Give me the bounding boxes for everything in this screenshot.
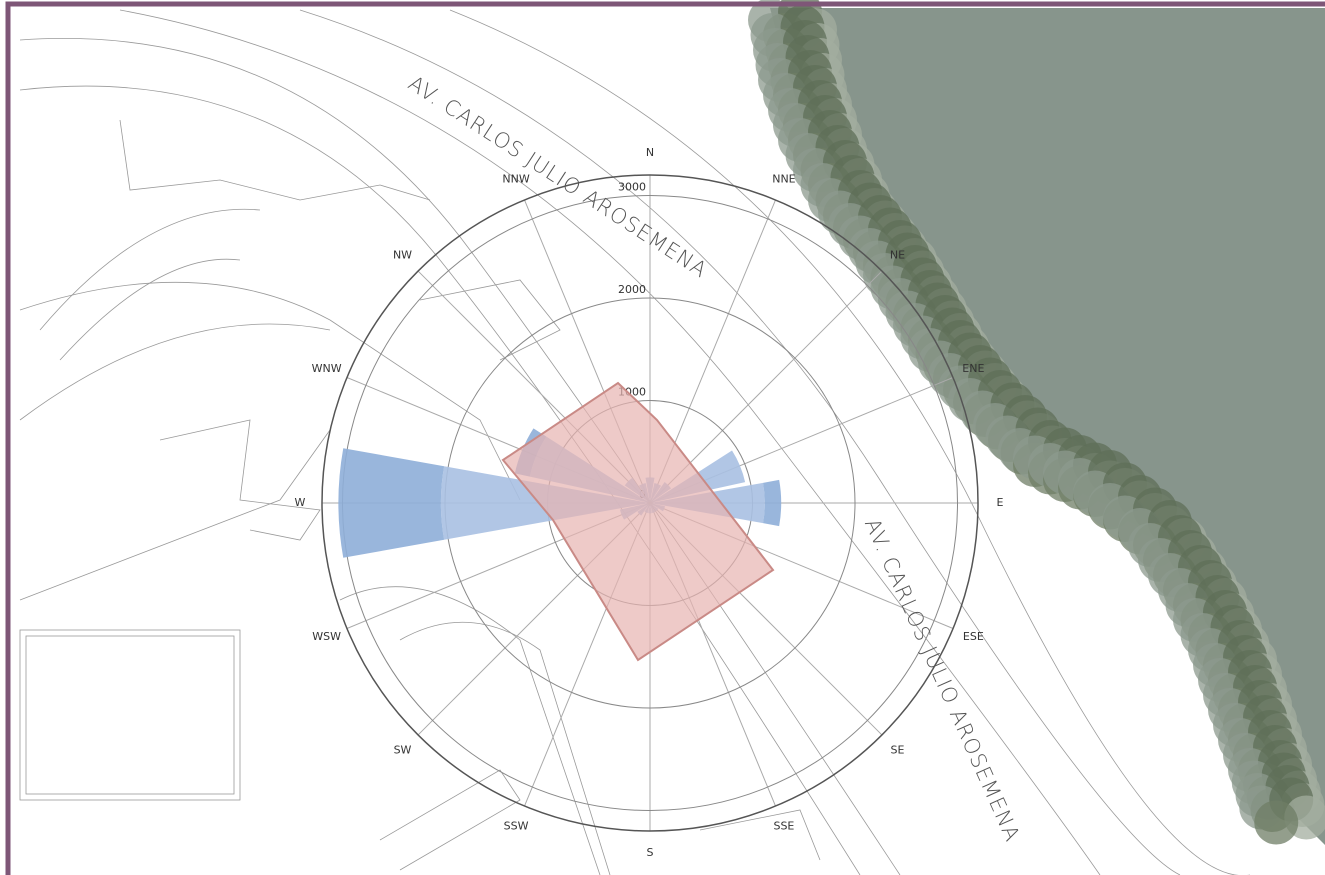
direction-label: ENE <box>962 362 984 375</box>
rose-petal <box>338 448 445 558</box>
site-plan <box>19 9 1250 875</box>
direction-label: NNW <box>502 173 529 186</box>
direction-label: NE <box>890 249 905 262</box>
direction-label: E <box>997 496 1004 509</box>
direction-label: SSW <box>504 819 529 832</box>
building-footprint <box>501 381 775 662</box>
direction-label: NW <box>393 249 412 262</box>
direction-label: NNE <box>772 173 795 186</box>
direction-label: WSW <box>312 630 341 643</box>
direction-label: S <box>647 846 654 859</box>
direction-label: W <box>295 496 306 509</box>
direction-label: SE <box>891 743 905 756</box>
direction-label: N <box>646 146 654 159</box>
outer-ring <box>321 174 979 832</box>
direction-label: ESE <box>963 630 984 643</box>
direction-label: SW <box>394 743 412 756</box>
tree-band <box>748 0 1325 845</box>
radial-tick-label: 2000 <box>618 283 646 296</box>
frame <box>5 1 1325 875</box>
direction-label: WNW <box>312 362 342 375</box>
direction-label: SSE <box>773 819 794 832</box>
tree <box>1254 800 1299 845</box>
rose-petal <box>763 479 782 527</box>
radial-tick-label: 3000 <box>618 181 646 194</box>
